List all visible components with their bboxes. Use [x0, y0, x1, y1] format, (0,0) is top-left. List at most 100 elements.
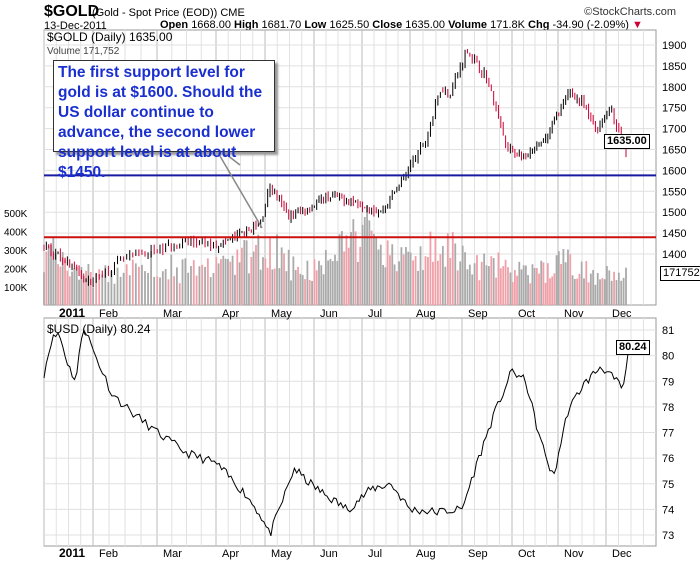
volume-bar [402, 254, 405, 305]
volume-bar [538, 273, 540, 305]
volume-bar [299, 273, 302, 305]
volume-bar [599, 279, 601, 305]
y-tick-label: 80 [662, 351, 674, 363]
volume-bar [379, 244, 382, 305]
open-value: 1668.00 [191, 19, 231, 31]
symbol: $GOLD [44, 3, 100, 20]
volume-bar [85, 270, 87, 305]
volume-bar [187, 272, 190, 305]
volume-bar [522, 265, 525, 305]
volume-bar [495, 277, 497, 305]
volume-bar [357, 261, 359, 305]
x-tick-label: Apr [222, 308, 239, 320]
volume-bar [585, 261, 588, 305]
volume-bar [480, 261, 483, 305]
volume-bar [125, 264, 128, 305]
volume-bar [409, 252, 412, 305]
x-tick-label: Dec [612, 548, 632, 560]
volume-bar [451, 232, 454, 305]
volume-bar [497, 252, 500, 305]
volume-bar [352, 219, 355, 305]
volume-bar [580, 261, 583, 305]
volume-bar [449, 257, 452, 305]
volume-bar [393, 264, 396, 305]
volume-bar [375, 236, 378, 305]
y-tick-label: 78 [662, 402, 674, 414]
volume-tick-label: 500K [4, 209, 28, 220]
volume-bar [192, 260, 195, 305]
volume-bar [511, 281, 514, 305]
volume-bar [377, 249, 380, 305]
volume-bar [350, 232, 352, 305]
x-tick-label: Jul [368, 548, 382, 560]
volume-bar [567, 249, 569, 305]
x-tick-label: Jul [368, 308, 382, 320]
volume-bar [471, 274, 474, 305]
volume-bar [80, 266, 83, 305]
volume-bar [161, 271, 164, 305]
volume-bar [384, 267, 387, 305]
volume-bar [620, 280, 623, 305]
volume-bar [150, 251, 153, 305]
volume-bar [66, 270, 69, 305]
volume-bar [553, 273, 556, 305]
volume-bar [255, 244, 257, 305]
volume-bar [386, 240, 389, 305]
x-tick-label: Mar [163, 548, 182, 560]
volume-bar [104, 265, 107, 305]
volume-bar [144, 271, 146, 305]
volume-bar [306, 260, 309, 305]
volume-bar [147, 272, 149, 305]
usd-last-value-tag: 80.24 [616, 340, 650, 355]
volume-bar [473, 263, 476, 305]
volume-bar [75, 266, 78, 305]
volume-bar [546, 263, 549, 305]
volume-bar [531, 264, 534, 305]
volume-bar [400, 247, 403, 305]
volume-bar [110, 270, 113, 305]
volume-bar [170, 254, 173, 305]
volume-bar [594, 284, 597, 305]
volume-bar [173, 276, 175, 305]
y-tick-label: 73 [662, 530, 674, 542]
volume-bar [52, 236, 55, 305]
volume-bar [329, 258, 332, 305]
volume-bar [432, 261, 434, 305]
volume-bar [164, 269, 167, 305]
volume-bar [461, 245, 464, 305]
volume-bar [439, 254, 442, 305]
volume-bar [429, 231, 432, 305]
volume-bar [206, 258, 209, 305]
volume-bar [603, 279, 606, 305]
x-tick-label: Nov [564, 308, 584, 320]
volume-bar [259, 269, 262, 305]
volume-bar [61, 252, 64, 305]
volume-bar [92, 287, 95, 305]
x-tick-label: May [271, 548, 292, 560]
volume-bar [184, 258, 187, 305]
volume-bar [405, 247, 407, 305]
volume-bar [297, 266, 299, 305]
volume-bar [334, 254, 336, 305]
volume-bar [478, 280, 481, 305]
volume-bar [327, 260, 330, 305]
close-value: 1635.00 [405, 19, 446, 31]
y-tick-label: 1850 [662, 61, 686, 73]
y-tick-label: 1700 [662, 124, 686, 136]
volume-bar [292, 256, 295, 305]
volume-bar [269, 238, 271, 305]
volume-bar [276, 234, 278, 305]
volume-bar [220, 259, 222, 305]
volume-bar [569, 254, 572, 305]
volume-bar [573, 278, 576, 305]
volume-bar [89, 271, 92, 305]
y-tick-label: 1400 [662, 249, 686, 261]
volume-bar [601, 278, 604, 305]
x-tick-label: Dec [612, 308, 632, 320]
volume-bar [322, 274, 325, 305]
y-tick-label: 1750 [662, 103, 686, 115]
volume-bar [338, 234, 341, 305]
chg-value: -34.90 (-2.09%) [552, 19, 629, 31]
volume-bar [262, 257, 264, 305]
y-tick-label: 76 [662, 453, 674, 465]
